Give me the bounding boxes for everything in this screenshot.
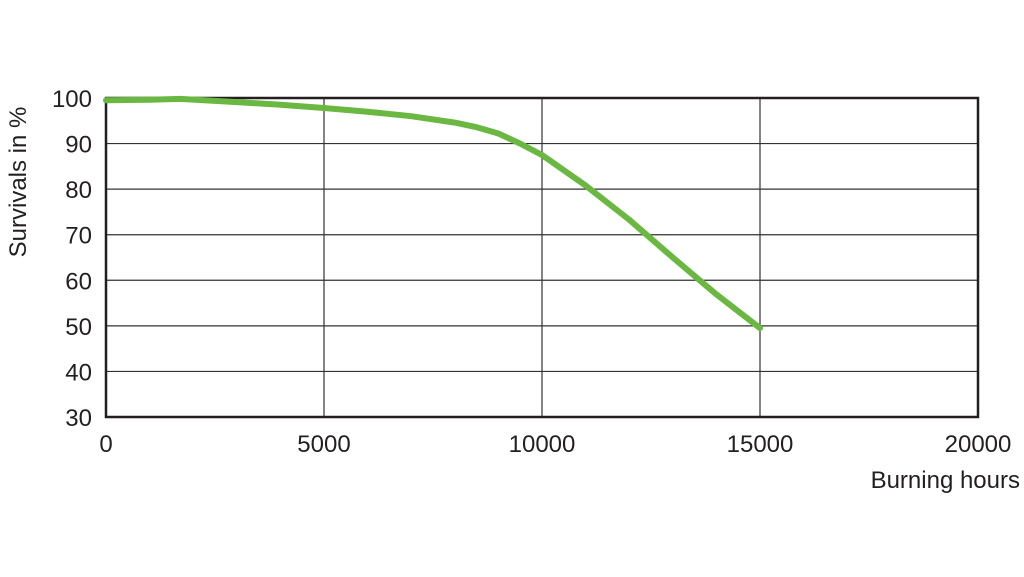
y-tick-label: 90	[65, 132, 92, 159]
x-tick-label: 20000	[945, 431, 1012, 458]
y-axis-label: Survivals in %	[5, 107, 32, 258]
series-line	[103, 95, 763, 332]
y-tick-label: 40	[65, 359, 92, 386]
y-tick-label: 100	[52, 86, 92, 113]
x-tick-labels: 0 5000 10000 15000 20000	[99, 431, 1011, 458]
grid	[104, 96, 980, 419]
x-axis-label: Burning hours	[871, 467, 1020, 494]
y-tick-label: 70	[65, 223, 92, 250]
y-tick-labels: 30 40 50 60 70 80 90 100	[52, 86, 92, 432]
plot-frame	[104, 96, 980, 419]
y-tick-label: 50	[65, 314, 92, 341]
y-tick-label: 80	[65, 177, 92, 204]
x-tick-label: 15000	[727, 431, 794, 458]
x-tick-label: 10000	[509, 431, 576, 458]
y-tick-label: 60	[65, 268, 92, 295]
x-tick-label: 5000	[297, 431, 350, 458]
y-tick-label: 30	[65, 405, 92, 432]
x-tick-label: 0	[99, 431, 112, 458]
